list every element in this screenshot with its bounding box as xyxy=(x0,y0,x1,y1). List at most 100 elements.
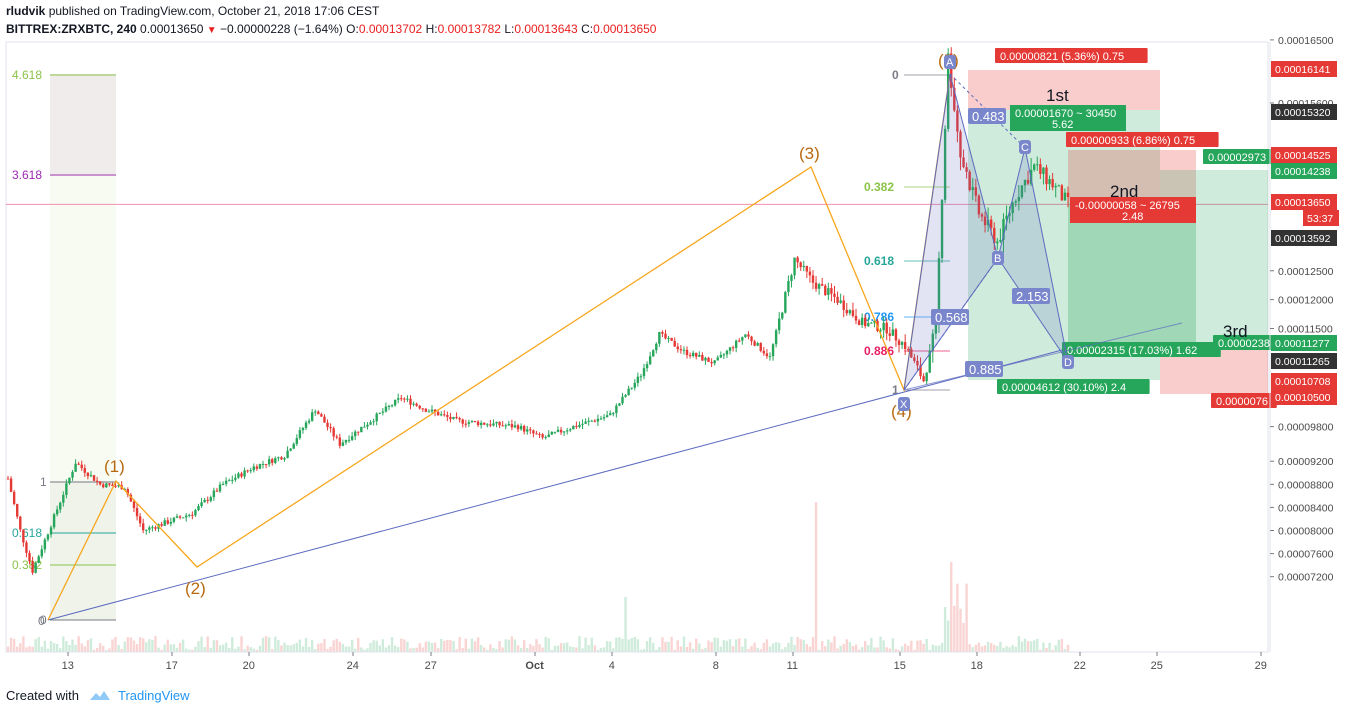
candle-body xyxy=(919,365,922,377)
support-trendline xyxy=(47,349,1063,621)
volume-bar xyxy=(188,649,191,652)
candle-body xyxy=(203,499,206,503)
time-tick-label: 17 xyxy=(166,660,178,672)
volume-bar xyxy=(267,637,271,652)
candle-body xyxy=(421,408,424,410)
volume-bar xyxy=(440,638,443,652)
volume-bar xyxy=(919,640,922,652)
candle-body xyxy=(688,355,692,357)
candle-body xyxy=(879,330,882,332)
volume-bar xyxy=(784,647,787,652)
volume-bar xyxy=(151,639,154,652)
candle-body xyxy=(215,490,219,492)
position-3-mid-label: 0.0000238 xyxy=(1218,338,1270,350)
candle-body xyxy=(114,485,117,487)
volume-bar xyxy=(409,648,412,652)
close-value: 0.00013650 xyxy=(593,22,657,36)
volume-bar xyxy=(31,646,34,652)
candle-body xyxy=(298,430,302,439)
volume-bar xyxy=(286,645,289,652)
position-2-target-zone xyxy=(1068,202,1196,352)
candle-body xyxy=(148,527,151,530)
candle-body xyxy=(802,265,805,268)
time-tick-label: 22 xyxy=(1074,660,1086,672)
candle-body xyxy=(255,466,259,469)
volume-bar xyxy=(652,642,655,652)
candle-body xyxy=(98,481,102,485)
candle-body xyxy=(605,415,609,418)
volume-bar xyxy=(621,638,624,652)
candle-body xyxy=(864,317,867,327)
harmonic-ratio-bg xyxy=(1012,288,1050,304)
volume-bar xyxy=(424,641,428,652)
volume-bar xyxy=(959,608,962,652)
candle-body xyxy=(62,494,65,503)
symbol-label: BITTREX:ZRXBTC, 240 xyxy=(6,22,137,36)
volume-bar xyxy=(661,637,664,652)
candle-body xyxy=(424,408,428,412)
volume-bar xyxy=(320,643,323,652)
volume-bar xyxy=(98,643,102,652)
volume-bar xyxy=(572,647,575,652)
volume-bar xyxy=(16,646,19,652)
volume-bar xyxy=(824,646,827,652)
volume-bar xyxy=(857,649,861,652)
volume-bar xyxy=(102,645,105,652)
volume-bar xyxy=(817,649,821,652)
volume-bar xyxy=(562,643,566,652)
candle-body xyxy=(722,354,726,356)
candle-body xyxy=(105,483,108,488)
author-name[interactable]: rludvik xyxy=(6,4,46,18)
harmonic-point-label: X xyxy=(900,399,908,411)
price-tick-label: 0.00008000 xyxy=(1278,526,1334,538)
volume-bar xyxy=(575,647,578,652)
candle-body xyxy=(135,507,139,517)
volume-bar xyxy=(916,640,919,652)
volume-bar xyxy=(913,649,916,652)
candle-body xyxy=(22,529,25,543)
volume-bar xyxy=(464,638,467,652)
volume-bar xyxy=(894,649,898,652)
harmonic-bcd xyxy=(997,147,1069,363)
volume-bar xyxy=(1026,641,1030,652)
candle-body xyxy=(734,340,738,348)
candle-body xyxy=(796,257,799,263)
volume-bar xyxy=(52,643,56,652)
harmonic-ratio-label: 0.568 xyxy=(935,310,968,325)
volume-bar xyxy=(332,640,335,652)
volume-bar xyxy=(633,636,636,652)
tradingview-link[interactable]: TradingView xyxy=(118,688,190,703)
price-axis: 0.000165000.000156000.000125000.00012000… xyxy=(1269,35,1339,652)
candle-body xyxy=(507,424,511,426)
volume-bar xyxy=(741,646,744,652)
candle-body xyxy=(655,343,658,351)
volume-bar xyxy=(879,636,882,652)
candle-body xyxy=(406,398,409,400)
volume-bar xyxy=(393,645,397,652)
candle-body xyxy=(664,333,667,339)
volume-bar xyxy=(553,645,557,652)
volume-bar xyxy=(292,644,295,652)
volume-bar xyxy=(160,649,163,652)
candle-body xyxy=(541,434,544,438)
candle-body xyxy=(102,484,105,488)
volume-bar xyxy=(317,643,320,652)
volume-bar xyxy=(430,642,434,652)
candle-body xyxy=(489,424,492,426)
volume-bar xyxy=(12,639,16,652)
volume-bar xyxy=(507,639,511,652)
volume-bar xyxy=(344,646,348,652)
volume-bar xyxy=(49,640,53,652)
volume-bar xyxy=(615,637,618,652)
price-tag: 0.00013592 xyxy=(1275,233,1331,245)
harmonic-point-label: A xyxy=(946,57,954,69)
position-1-target-zone xyxy=(968,110,1160,380)
candle-body xyxy=(584,421,587,424)
candle-body xyxy=(940,199,944,259)
volume-bar xyxy=(750,646,753,652)
volume-bar xyxy=(360,647,363,652)
price-chart[interactable]: 4.6183.61810.6180.382000.3820.6180.7860.… xyxy=(0,0,1348,680)
candle-body xyxy=(652,350,655,357)
volume-bar xyxy=(547,638,550,652)
candle-body xyxy=(89,475,93,477)
